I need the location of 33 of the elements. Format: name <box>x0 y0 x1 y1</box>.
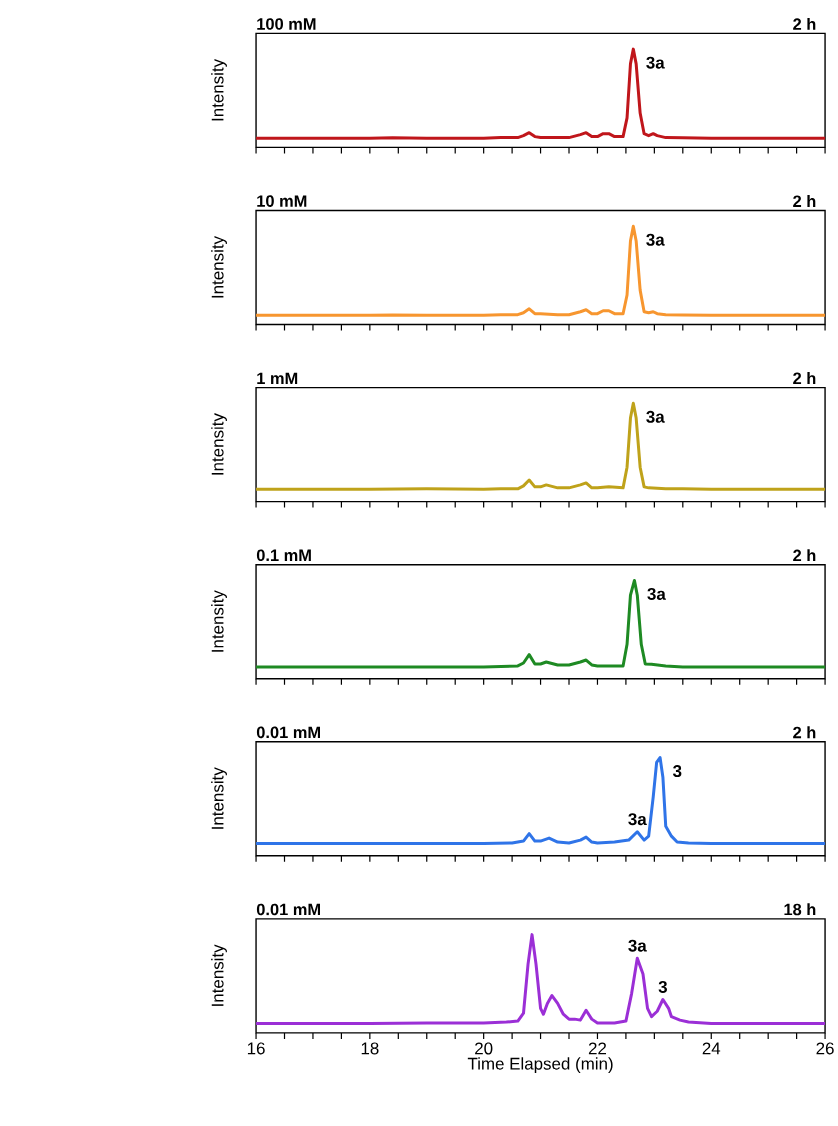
x-tick-label: 20 <box>475 1042 493 1055</box>
annotation: 3a <box>646 233 665 246</box>
x-tick-label: 26 <box>816 1042 834 1055</box>
y-axis-title: Intensity <box>211 58 228 121</box>
chart-title: 0.1 mM <box>257 549 311 562</box>
annotation: 3a <box>628 813 647 826</box>
chart-subtitle: 2 h <box>793 372 816 384</box>
annotation: 3a <box>628 939 647 952</box>
chart-subtitle: 2 h <box>793 17 816 30</box>
x-tick-label: 16 <box>248 1042 265 1055</box>
chart-title: 0.01 mM <box>257 726 321 739</box>
chart-title: 10 mM <box>257 195 307 207</box>
y-axis-title: Intensity <box>211 413 228 475</box>
x-tick-label: 24 <box>702 1042 721 1055</box>
chart-subtitle: 2 h <box>793 194 816 207</box>
chart-title: 0.01 mM <box>257 903 321 916</box>
annotation: 3a <box>646 56 665 69</box>
chart-subtitle: 2 h <box>793 726 816 739</box>
x-axis-title: Time Elapsed (min) <box>467 1057 613 1074</box>
x-tick-label: 22 <box>588 1042 607 1055</box>
y-axis-title: Intensity <box>211 590 228 652</box>
x-tick-label: 18 <box>361 1042 379 1055</box>
chart-subtitle: 18 h <box>784 903 816 916</box>
annotation: 3 <box>673 765 682 778</box>
chart-title: 1 mM <box>257 372 298 384</box>
chart-subtitle: 2 h <box>793 549 816 562</box>
y-axis-title: Intensity <box>211 944 228 1006</box>
chart-title: 100 mM <box>257 18 316 30</box>
annotation: 3a <box>647 587 667 600</box>
y-axis-title: Intensity <box>211 767 228 829</box>
annotation: 3a <box>646 410 665 423</box>
annotation: 3 <box>658 980 668 993</box>
y-axis-title: Intensity <box>211 236 228 298</box>
